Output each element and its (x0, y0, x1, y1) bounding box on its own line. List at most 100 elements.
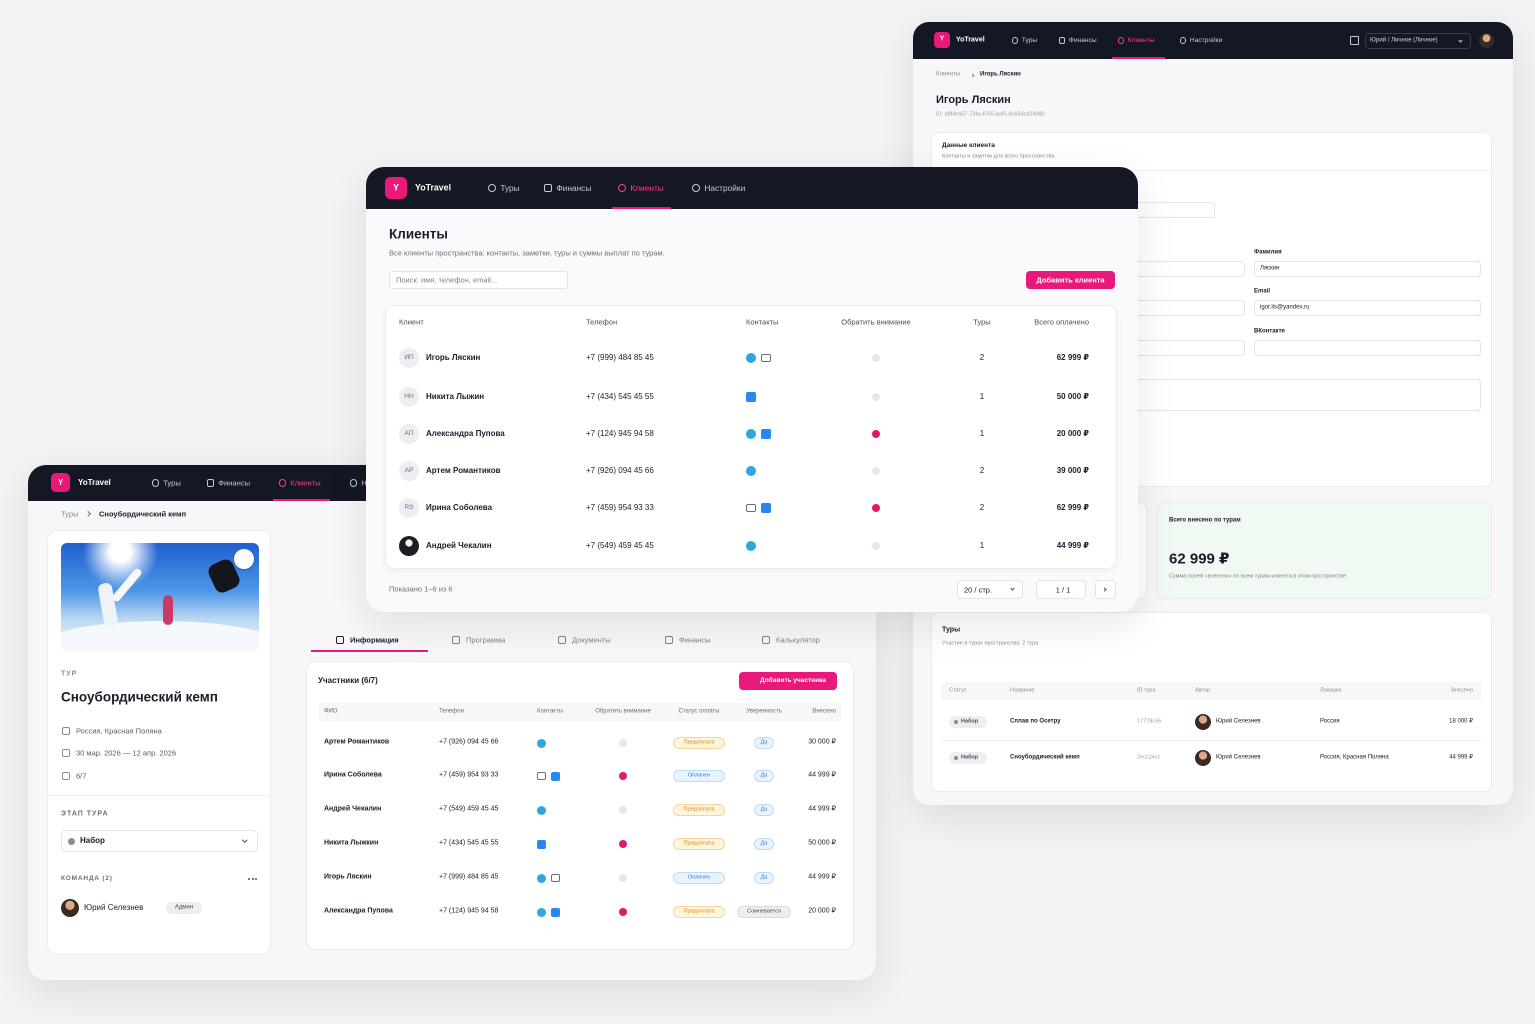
nav-icon (279, 479, 287, 487)
nav-item[interactable]: Клиенты (630, 182, 664, 193)
tours-card (931, 612, 1492, 792)
breadcrumb[interactable]: Туры (61, 509, 79, 519)
nav-item[interactable]: Финансы (1068, 36, 1097, 44)
nav-item[interactable]: Настройки (1189, 36, 1223, 44)
logo (934, 32, 950, 48)
client-paid: 39 000 ₽ (1056, 466, 1089, 475)
attention-dot (619, 739, 627, 747)
page-title: Игорь Ляскин (936, 94, 1011, 107)
breadcrumb-current: Сноубордический кемп (99, 509, 187, 519)
input[interactable] (1254, 261, 1481, 277)
search-input[interactable] (389, 271, 568, 289)
status-label: Оплачен (687, 874, 711, 881)
breadcrumb[interactable]: Клиенты (936, 71, 961, 78)
nav-item[interactable]: Финансы (218, 478, 251, 488)
tab[interactable]: Калькулятор (776, 635, 820, 645)
column-header: Локация (1320, 687, 1342, 694)
nav-icon (1118, 37, 1125, 44)
client-name[interactable]: Никита Лыжин (426, 392, 485, 401)
client-phone: +7 (999) 484 85 45 (586, 353, 654, 362)
page-subtitle: Все клиенты пространства: контакты, заме… (389, 248, 665, 258)
stage-value: Набор (80, 836, 105, 845)
section-label: ЭТАП ТУРА (61, 810, 109, 818)
tab[interactable]: Информация (350, 635, 399, 645)
mail-icon (551, 874, 560, 882)
logo (51, 473, 70, 492)
input[interactable] (1254, 340, 1481, 356)
column-header: Обратить внимание (595, 708, 651, 715)
status-dot (954, 756, 958, 760)
tab[interactable]: Финансы (679, 635, 711, 645)
nav-active-underline (273, 499, 330, 501)
vk-icon (537, 839, 546, 849)
add-participant-button[interactable] (739, 672, 837, 690)
client-avatar (399, 424, 419, 444)
status-pill (673, 770, 725, 782)
telegram-icon (537, 805, 546, 815)
page-size-select[interactable] (957, 580, 1023, 599)
clients-window: Y YoTravel Туры Финансы Клиенты Настройки Клие… (366, 167, 1138, 612)
nav-item[interactable]: Финансы (556, 182, 592, 193)
nav-item[interactable]: Туры (500, 182, 520, 193)
account-name: Юрий / Личное (Личное) (1370, 37, 1438, 44)
total-note: Сумма полей «внесено» по всем турам клие… (1169, 573, 1348, 580)
status-pill (673, 737, 725, 749)
breadcrumb-current: Игорь Ляскин (980, 71, 1021, 78)
pager[interactable] (1036, 580, 1086, 599)
tour-name[interactable]: Сплав по Осетру (1010, 718, 1061, 725)
stage-select[interactable] (61, 830, 258, 852)
edit-button[interactable] (234, 549, 254, 569)
author-name: Юрий Селезнев (1216, 718, 1261, 725)
column-header: Всего оплачено (1034, 317, 1089, 327)
participant-paid: 20 000 ₽ (808, 907, 836, 915)
vk-icon (746, 392, 756, 402)
attention-dot (872, 354, 880, 362)
attention-dot (872, 430, 880, 438)
telegram-icon (746, 429, 756, 439)
client-tours: 1 (979, 429, 985, 438)
participant-phone: +7 (549) 459 45 45 (439, 805, 499, 813)
account-select[interactable] (1365, 33, 1471, 49)
confidence-pill (754, 872, 774, 884)
nav-item[interactable]: Клиенты (1127, 36, 1155, 44)
nav-icon (1180, 37, 1187, 44)
confidence-label: Да (760, 772, 768, 779)
card-kicker: ТУР (61, 670, 78, 678)
attention-dot (619, 772, 627, 780)
tab[interactable]: Программа (466, 635, 506, 645)
tour-location: Россия (1320, 718, 1340, 725)
client-name[interactable]: Андрей Чекалин (426, 541, 492, 550)
vk-icon (761, 503, 771, 513)
tab[interactable]: Документы (572, 635, 611, 645)
page-title: Клиенты (389, 226, 448, 242)
client-name[interactable]: Артем Романтиков (426, 466, 501, 475)
tour-name[interactable]: Сноубордический кемп (1010, 754, 1080, 761)
client-name[interactable]: Александра Пупова (426, 429, 505, 438)
next-page-button[interactable] (1095, 580, 1116, 599)
logo-letter: Y (57, 477, 64, 487)
input[interactable] (1254, 300, 1481, 316)
attention-dot (619, 874, 627, 882)
capacity-icon (62, 772, 70, 780)
tab-icon (452, 636, 460, 644)
card-title: Участники (6/7) (318, 676, 378, 685)
stage-dot (68, 838, 75, 845)
nav-icon (544, 184, 552, 192)
nav-item[interactable]: Туры (163, 478, 181, 488)
client-name[interactable]: Игорь Ляскин (426, 353, 481, 362)
participant-name: Никита Лыжкин (324, 839, 379, 847)
page-indicator: 1 / 1 (1055, 584, 1071, 594)
nav-item[interactable]: Настройки (704, 182, 746, 193)
total-title: Всего внесено по турам (1169, 517, 1241, 524)
column-header: Телефон (586, 317, 618, 327)
client-phone: +7 (926) 094 45 66 (586, 466, 654, 475)
nav-icon (618, 184, 626, 192)
column-header: Контакты (746, 317, 779, 327)
client-avatar (399, 387, 419, 407)
author-name: Юрий Селезнев (1216, 754, 1261, 761)
button-label: Добавить клиента (1036, 275, 1105, 285)
client-name[interactable]: Ирина Соболева (426, 503, 493, 512)
nav-item[interactable]: Туры (1021, 36, 1038, 44)
add-client-button[interactable] (1026, 271, 1115, 289)
nav-item[interactable]: Клиенты (290, 478, 321, 488)
